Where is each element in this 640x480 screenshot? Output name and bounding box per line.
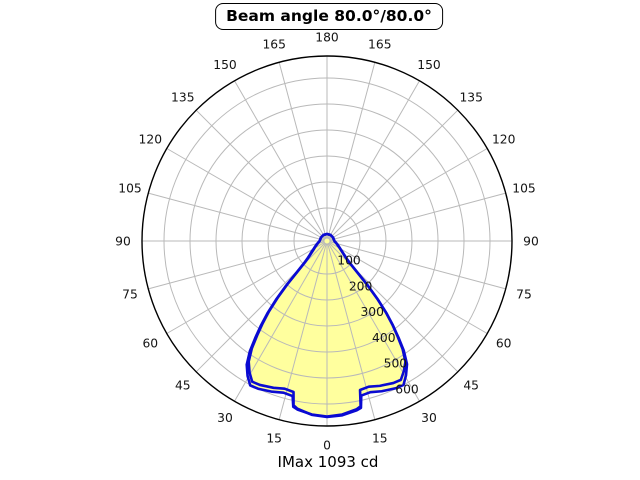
imax-label: IMax 1093 cd [277,453,379,471]
angle-tick-label-45: 45 [463,379,479,393]
polar-grid [141,55,513,427]
grid-spoke-210 [234,80,327,240]
angle-tick-label-90-left: 90 [115,235,131,249]
angle-tick-label-120-left: 120 [139,133,162,147]
radial-tick-label-500: 500 [384,357,407,371]
beam-curve-c90-c270 [247,232,409,419]
grid-spoke-105 [329,192,506,241]
radial-tick-label-600: 600 [395,383,418,397]
chart-title: Beam angle 80.0°/80.0° [215,3,443,30]
grid-spoke-135 [328,109,459,240]
angle-tick-label-150: 150 [417,58,440,72]
grid-spoke-30 [327,242,420,402]
grid-spoke-75 [329,241,506,290]
angle-tick-label-30-left: 30 [217,411,233,425]
angle-tick-label-30: 30 [421,411,437,425]
angle-tick-label-135-left: 135 [171,90,194,104]
angle-tick-label-0: 0 [323,439,331,453]
angle-tick-label-60: 60 [496,337,512,351]
radial-tick-label-100: 100 [337,254,360,268]
grid-spoke-195 [278,62,327,239]
angle-tick-label-15: 15 [372,432,388,446]
angle-tick-label-60-left: 60 [142,337,158,351]
grid-spoke-240 [166,148,326,241]
angle-tick-label-165: 165 [368,38,391,52]
angle-tick-label-75: 75 [516,287,532,301]
grid-spoke-300 [166,241,326,334]
grid-spoke-15 [327,243,376,420]
tick-label-layer: 100 200 300 400 500 600 0 15 15 30 30 45 45 60 60 75 75 9… [115,31,539,453]
angle-tick-label-135: 135 [459,90,482,104]
radial-tick-label-200: 200 [349,279,372,293]
grid-spoke-150 [327,80,420,240]
grid-spoke-165 [327,62,376,239]
beam-curves-layer [245,232,409,419]
grid-spoke-255 [148,192,325,241]
radial-tick-label-400: 400 [372,331,395,345]
angle-tick-label-150-left: 150 [213,58,236,72]
angle-tick-label-120: 120 [492,133,515,147]
outer-circle [141,55,513,427]
grid-spoke-285 [148,241,325,290]
angle-tick-label-105: 105 [512,182,535,196]
angle-tick-label-165-left: 165 [262,38,285,52]
radial-tick-label-300: 300 [360,305,383,319]
angle-tick-label-180: 180 [315,31,338,45]
grid-spoke-60 [328,241,488,334]
grid-spoke-120 [328,148,488,241]
angle-tick-label-90: 90 [523,235,539,249]
angle-tick-label-45-left: 45 [175,379,191,393]
angle-tick-label-15-left: 15 [266,432,282,446]
angle-tick-label-105-left: 105 [118,182,141,196]
grid-spoke-225 [195,109,326,240]
angle-tick-label-75-left: 75 [122,287,138,301]
